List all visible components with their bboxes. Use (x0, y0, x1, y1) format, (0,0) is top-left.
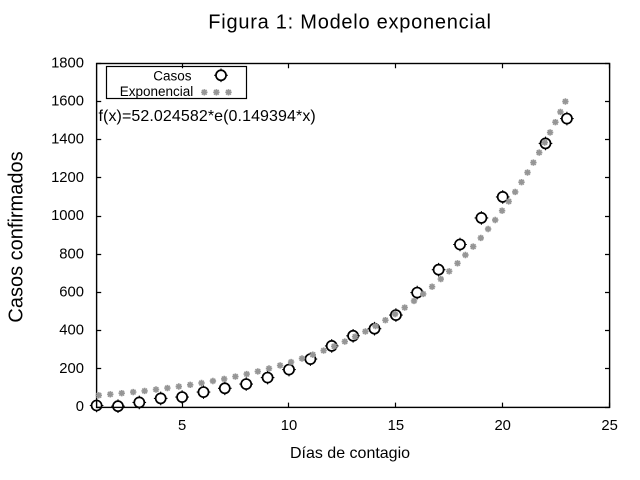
svg-text:800: 800 (59, 246, 84, 262)
svg-text:20: 20 (494, 418, 510, 434)
svg-text:Exponencial: Exponencial (120, 84, 194, 99)
svg-text:Casos confirmados: Casos confirmados (6, 151, 28, 322)
svg-text:5: 5 (178, 418, 186, 434)
svg-text:15: 15 (388, 418, 404, 434)
svg-text:f(x)=52.024582*e(0.149394*x): f(x)=52.024582*e(0.149394*x) (99, 108, 316, 125)
svg-text:1600: 1600 (51, 94, 84, 110)
svg-text:Días de contagio: Días de contagio (290, 445, 410, 462)
svg-text:0: 0 (76, 399, 84, 415)
svg-text:1200: 1200 (51, 170, 84, 186)
svg-text:600: 600 (59, 285, 84, 301)
svg-text:200: 200 (59, 361, 84, 377)
svg-text:25: 25 (601, 418, 617, 434)
svg-text:Figura 1: Modelo exponencial: Figura 1: Modelo exponencial (208, 12, 491, 34)
svg-text:1400: 1400 (51, 132, 84, 148)
svg-text:400: 400 (59, 323, 84, 339)
svg-text:1800: 1800 (51, 55, 84, 71)
svg-text:10: 10 (281, 418, 297, 434)
svg-text:1000: 1000 (51, 208, 84, 224)
svg-text:Casos: Casos (153, 68, 192, 83)
